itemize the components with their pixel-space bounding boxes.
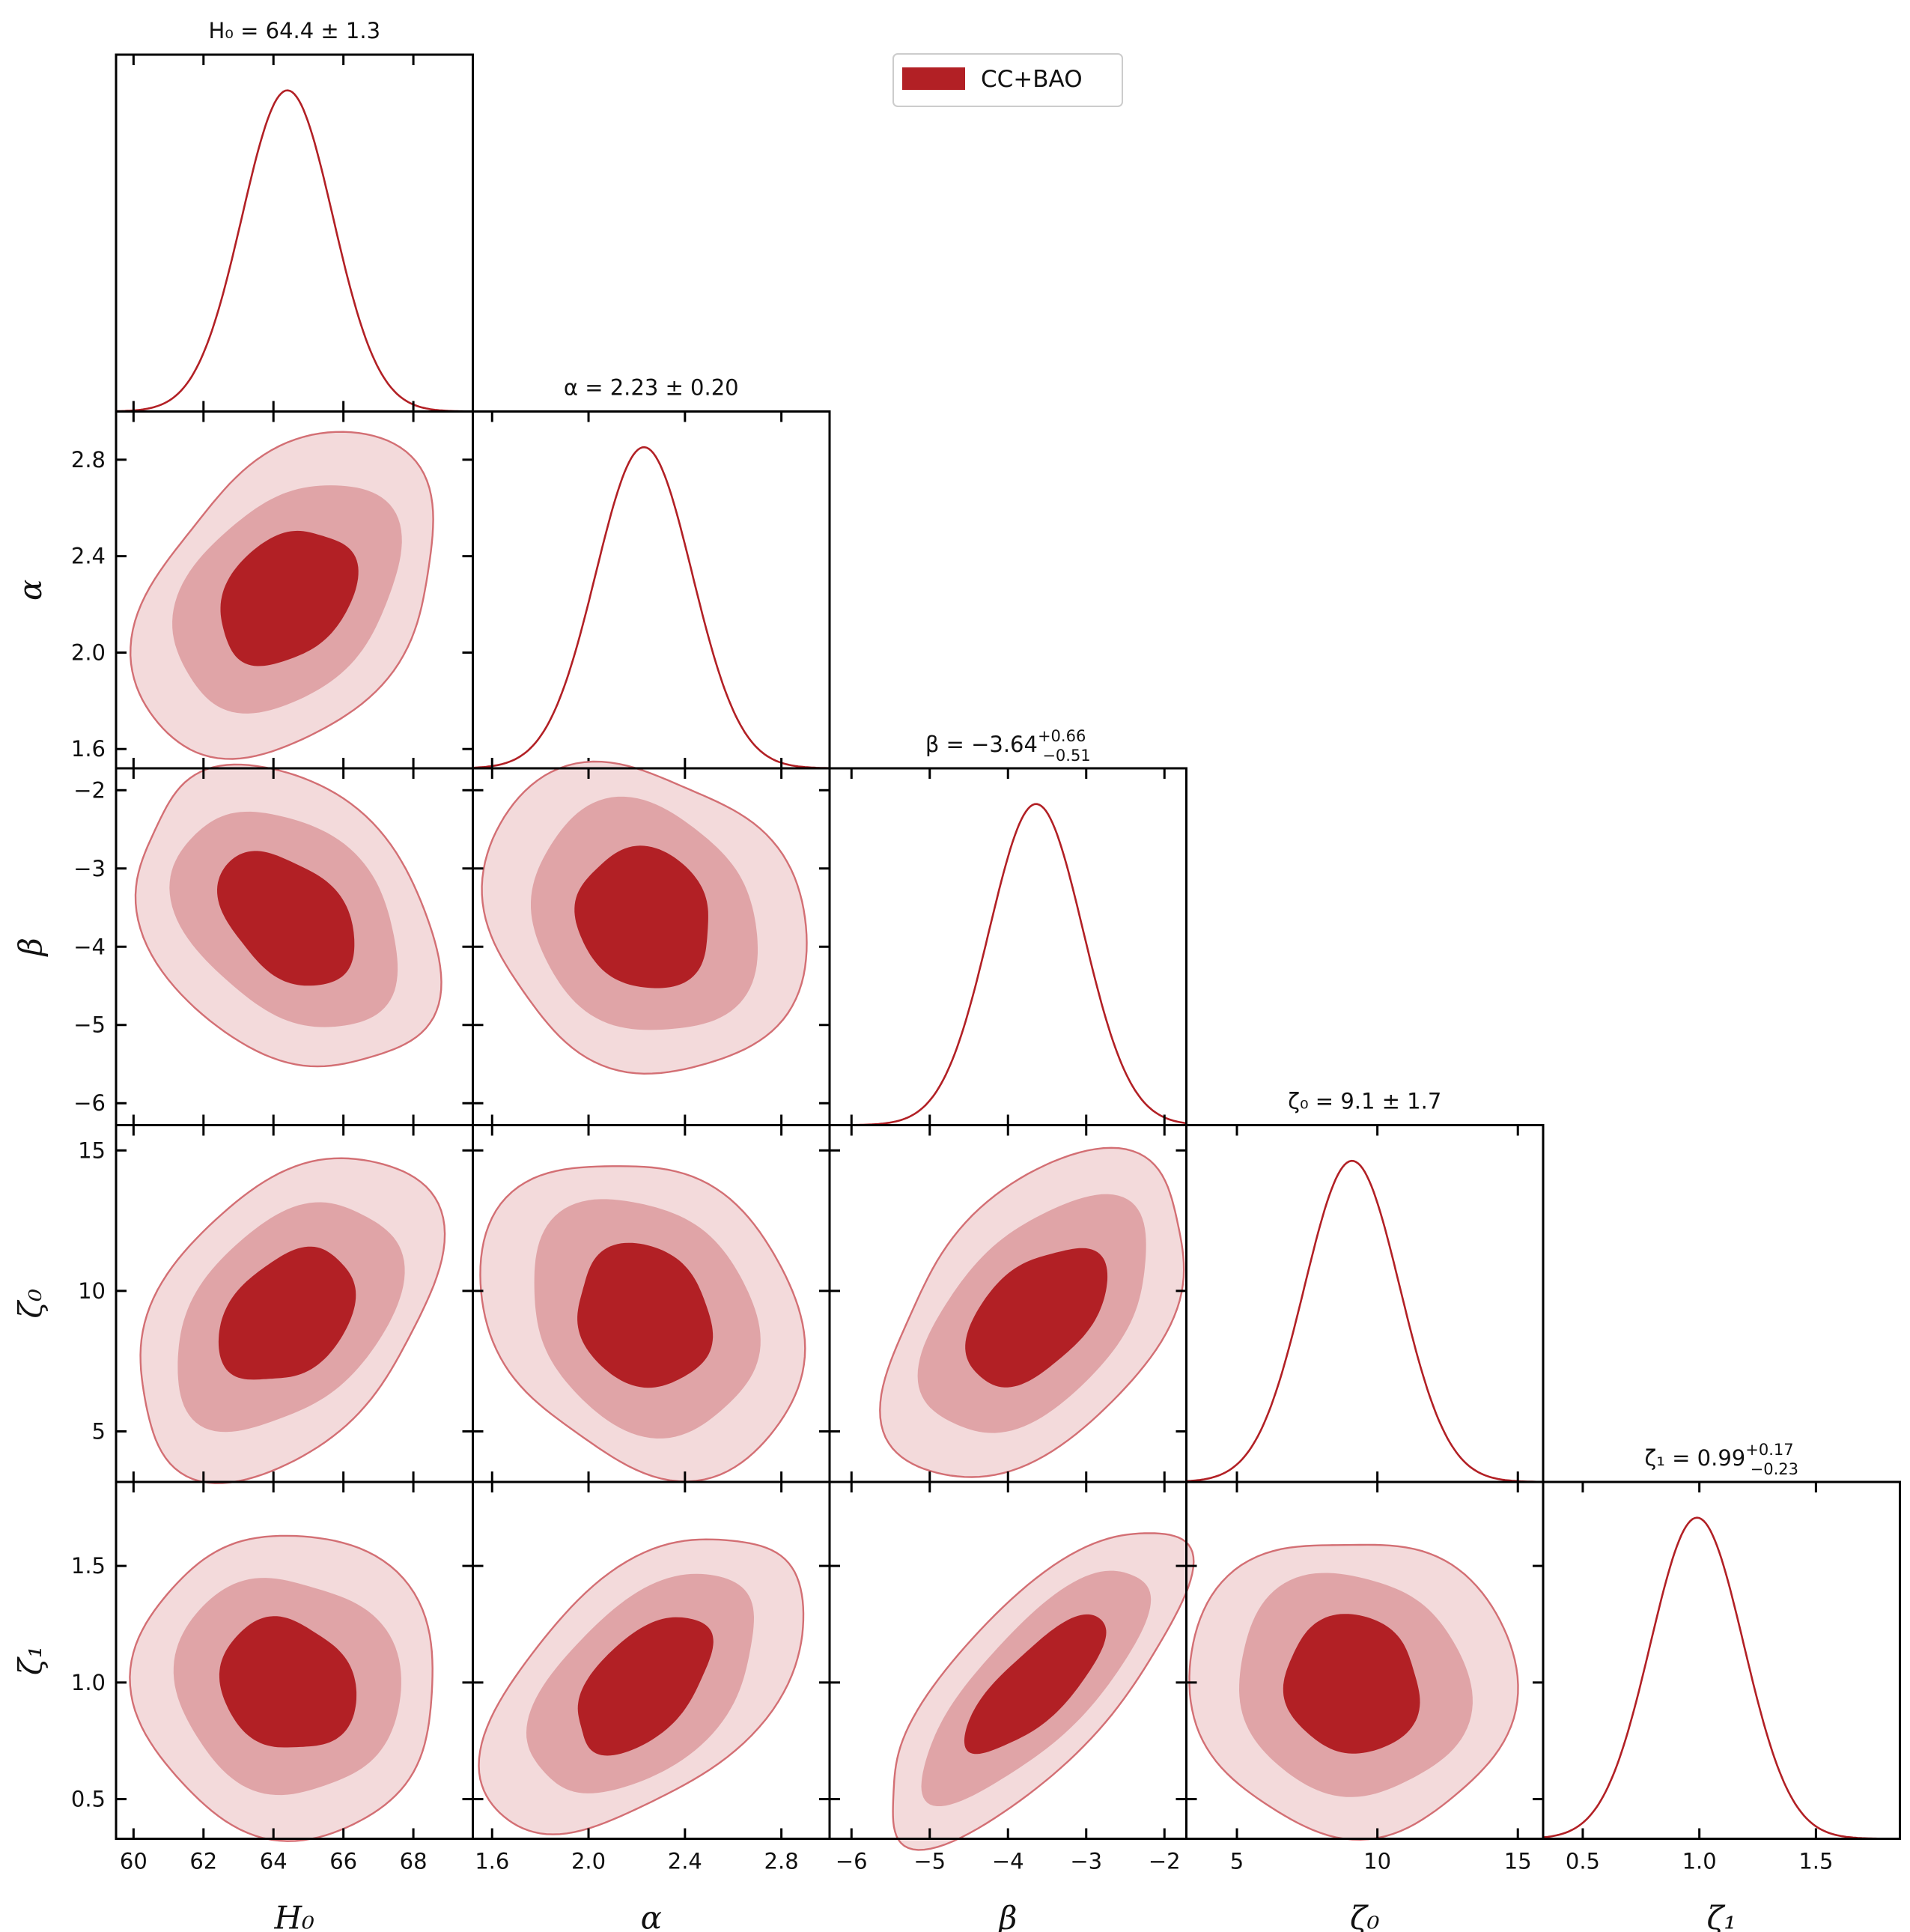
panel-zeta0-zeta1: 5 10 15 (1185, 1480, 1545, 1874)
contour-68pct-H0-zeta0 (218, 1246, 356, 1380)
contour-68pct-H0-alpha (220, 530, 359, 666)
panel-frame (1542, 1480, 1901, 1840)
panel-title-sup-zeta1: +0.17 (1745, 1441, 1793, 1459)
y-axis-label-beta: β (12, 938, 49, 957)
y-tick-label-beta: −3 (73, 856, 106, 881)
x-tick-label-zeta1: 0.5 (1566, 1849, 1600, 1874)
marginal-curve-zeta0 (1186, 1159, 1544, 1483)
marginal-curve-alpha (472, 446, 830, 769)
marginal-curve-zeta1 (1542, 1516, 1900, 1840)
x-tick-label-H0: 66 (329, 1849, 357, 1874)
contour-68pct-alpha-zeta1 (577, 1617, 714, 1756)
panel-title-zeta0: ζ₀ = 9.1 ± 1.7 (1288, 1089, 1441, 1114)
panel-title-beta: β = −3.64+0.66 −0.51 (925, 727, 1091, 765)
panel-H0-zeta1: 60 62 64 66 68 0.5 1.0 1.5 (71, 1480, 474, 1874)
x-tick-label-beta: −6 (836, 1849, 868, 1874)
y-tick-label-alpha: 1.6 (71, 736, 106, 762)
y-tick-label-zeta0: 15 (78, 1137, 106, 1163)
panel-alpha-beta (472, 760, 831, 1126)
panel-H0-alpha: 1.6 2.0 2.4 2.8 (71, 410, 474, 770)
panel-frame (1185, 1124, 1545, 1483)
legend-swatch (902, 67, 965, 90)
x-tick-label-alpha: 2.0 (571, 1849, 606, 1874)
y-tick-label-zeta1: 1.5 (71, 1553, 106, 1579)
panel-alpha-alpha: α = 2.23 ± 0.20 (472, 375, 831, 770)
x-axis-label-beta: β (997, 1900, 1017, 1932)
panel-H0-H0: H₀ = 64.4 ± 1.3 (115, 18, 474, 413)
x-tick-label-beta: −5 (913, 1849, 946, 1874)
panel-title-sub-beta: −0.51 (1042, 747, 1090, 765)
x-tick-label-zeta1: 1.5 (1798, 1849, 1833, 1874)
x-tick-label-H0: 68 (400, 1849, 428, 1874)
contour-68pct-H0-beta (217, 851, 355, 986)
x-tick-label-zeta0: 15 (1504, 1849, 1532, 1874)
panel-frame (115, 53, 474, 413)
x-tick-label-zeta0: 5 (1230, 1849, 1244, 1874)
panel-title-zeta1: ζ₁ = 0.99+0.17 −0.23 (1645, 1441, 1798, 1478)
x-axis-label-zeta0: ζ₀ (1350, 1900, 1380, 1932)
x-tick-label-H0: 64 (260, 1849, 288, 1874)
x-axis-label-zeta1: ζ₁ (1706, 1900, 1736, 1932)
panel-alpha-zeta1: 1.6 2.0 2.4 2.8 (472, 1480, 831, 1874)
x-tick-label-alpha: 1.6 (475, 1849, 509, 1874)
panel-H0-beta: −6 −5 −4 −3 −2 (73, 763, 474, 1126)
panel-title-H0: H₀ = 64.4 ± 1.3 (208, 18, 380, 43)
panel-H0-zeta0: 5 10 15 (78, 1124, 474, 1484)
y-tick-label-alpha: 2.0 (71, 640, 106, 665)
y-tick-label-zeta0: 10 (78, 1278, 106, 1304)
y-tick-label-zeta1: 1.0 (71, 1670, 106, 1695)
panel-title-alpha: α = 2.23 ± 0.20 (564, 375, 739, 401)
x-axis-label-alpha: α (641, 1900, 662, 1932)
contour-68pct-beta-zeta0 (965, 1248, 1108, 1388)
panel-zeta1-zeta1: ζ₁ = 0.99+0.17 −0.23 0.5 1.0 1.5 (1542, 1441, 1901, 1874)
y-tick-label-beta: −2 (73, 777, 106, 803)
x-tick-label-H0: 62 (189, 1849, 217, 1874)
marginal-curve-beta (830, 803, 1187, 1126)
marginal-curve-H0 (116, 89, 473, 413)
x-tick-label-zeta1: 1.0 (1682, 1849, 1717, 1874)
panel-beta-beta: β = −3.64+0.66 −0.51 (828, 727, 1187, 1126)
y-tick-label-zeta1: 0.5 (71, 1787, 106, 1812)
y-tick-label-beta: −5 (73, 1012, 106, 1038)
x-axis-label-H0: H₀ (274, 1900, 315, 1932)
y-axis-label-alpha: α (12, 580, 49, 601)
x-tick-label-alpha: 2.8 (764, 1849, 799, 1874)
y-tick-label-alpha: 2.4 (71, 544, 106, 569)
x-tick-label-beta: −4 (992, 1849, 1024, 1874)
contour-68pct-alpha-zeta0 (577, 1242, 714, 1388)
y-tick-label-beta: −4 (73, 934, 106, 959)
y-tick-label-zeta0: 5 (92, 1418, 106, 1444)
legend-frame (892, 53, 1123, 107)
y-axis-label-zeta1: ζ₁ (12, 1645, 49, 1675)
x-tick-label-H0: 60 (120, 1849, 147, 1874)
panel-zeta0-zeta0: ζ₀ = 9.1 ± 1.7 (1185, 1089, 1545, 1483)
legend: CC+BAO (892, 53, 1123, 107)
panel-frame (472, 410, 831, 770)
contour-68pct-H0-zeta1 (219, 1616, 357, 1748)
x-tick-label-beta: −3 (1070, 1849, 1102, 1874)
y-tick-label-beta: −6 (73, 1090, 106, 1116)
x-tick-label-alpha: 2.4 (668, 1849, 702, 1874)
legend-label: CC+BAO (981, 66, 1083, 93)
panel-beta-zeta1: −6 −5 −4 −3 −2 (828, 1480, 1195, 1874)
contour-68pct-zeta0-zeta1 (1283, 1614, 1420, 1754)
y-tick-label-alpha: 2.8 (71, 447, 106, 473)
contour-68pct-alpha-beta (574, 845, 708, 988)
x-tick-label-zeta0: 10 (1363, 1849, 1391, 1874)
panel-title-sub-zeta1: −0.23 (1751, 1460, 1798, 1478)
panel-frame (828, 767, 1187, 1126)
panel-alpha-zeta0 (472, 1124, 831, 1483)
x-tick-label-beta: −2 (1149, 1849, 1181, 1874)
panel-title-sup-beta: +0.66 (1038, 727, 1086, 745)
contour-68pct-beta-zeta1 (964, 1614, 1107, 1755)
y-axis-label-zeta0: ζ₀ (12, 1289, 49, 1319)
panel-beta-zeta0 (828, 1124, 1187, 1483)
